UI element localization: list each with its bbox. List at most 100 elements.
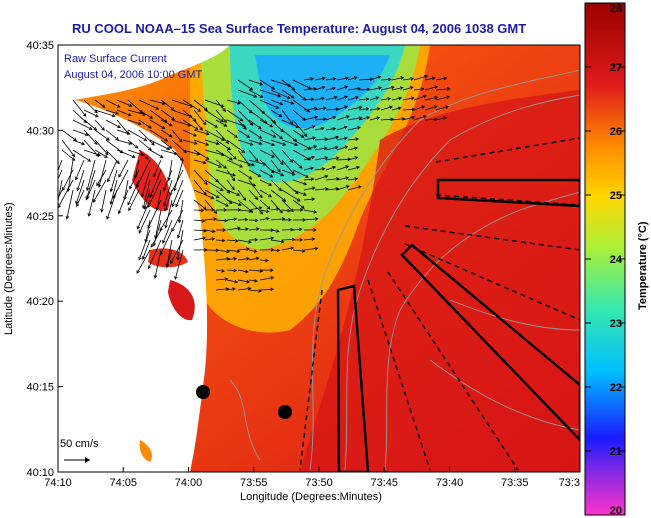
current-vector-head <box>321 96 325 101</box>
current-vector-head <box>164 207 168 212</box>
current-vector-head <box>84 132 89 137</box>
current-vector-head <box>387 97 392 101</box>
current-vector <box>259 199 271 210</box>
current-vector-head <box>313 87 318 91</box>
colorbar-ticks: 28 27 26 25 24 23 22 21 20 <box>585 2 625 517</box>
transect-lines <box>299 137 580 471</box>
current-vector-head <box>272 134 277 138</box>
current-vector-head <box>321 76 326 81</box>
current-vector-head <box>445 105 450 109</box>
current-vector <box>170 239 184 264</box>
current-vector <box>215 239 225 242</box>
current-vector <box>171 119 191 126</box>
current-vector <box>435 88 450 91</box>
current-vector-head <box>249 86 254 91</box>
current-vector <box>105 99 121 108</box>
current-vector-head <box>71 157 76 161</box>
current-vector <box>215 219 228 222</box>
current-vector-head <box>282 142 287 146</box>
current-vector <box>138 129 155 146</box>
current-vector-head <box>92 199 97 203</box>
current-vector <box>193 169 208 185</box>
current-vector-head <box>106 137 110 141</box>
current-vector-head <box>234 134 238 138</box>
current-vector-head <box>259 82 264 86</box>
current-vector <box>110 179 118 205</box>
colorbar-tick-label: 26 <box>610 126 622 138</box>
current-vector <box>92 179 107 203</box>
y-tick-label: 40:25 <box>26 211 54 223</box>
current-vector-head <box>242 197 247 201</box>
current-vector <box>193 179 207 196</box>
current-vector-head <box>366 87 371 92</box>
current-vector <box>270 239 284 243</box>
current-vector <box>215 269 225 272</box>
current-vector <box>380 106 393 111</box>
current-vector-head <box>231 186 235 191</box>
current-vector-head <box>259 94 264 98</box>
current-vector-head <box>332 77 337 81</box>
current-vector <box>193 109 207 125</box>
current-vector <box>226 99 241 104</box>
current-vector <box>358 116 370 121</box>
current-vector <box>116 149 135 158</box>
x-axis-ticks: 74:10 74:05 74:00 73:55 73:50 73:45 73:40 73:35… <box>44 467 581 489</box>
current-vector-head <box>287 208 291 213</box>
current-vector-head <box>153 274 158 279</box>
current-vector <box>380 118 394 121</box>
current-vector <box>237 119 247 130</box>
current-vector <box>226 189 240 196</box>
current-vector-head <box>265 209 270 214</box>
current-vector-head <box>173 187 177 192</box>
current-vector-head <box>271 154 275 158</box>
current-vector-head <box>87 212 92 217</box>
current-vector-head <box>236 249 241 254</box>
current-vector-head <box>82 113 87 117</box>
current-vector <box>226 169 236 181</box>
current-vector <box>292 129 304 138</box>
current-vector-head <box>203 228 208 233</box>
current-vector <box>163 179 173 207</box>
x-tick-label: 73:50 <box>305 477 333 489</box>
current-vector <box>171 149 184 161</box>
current-vector-head <box>358 185 362 189</box>
current-vector <box>215 99 226 112</box>
current-vector <box>292 228 302 231</box>
current-vector <box>424 96 438 101</box>
current-vector-head <box>97 152 101 157</box>
current-vector <box>204 159 222 168</box>
current-vector-head <box>115 137 119 141</box>
current-vector <box>150 229 162 248</box>
current-vector-head <box>215 141 220 146</box>
current-vector <box>435 116 447 121</box>
current-vector <box>248 257 259 261</box>
current-vector-head <box>223 208 228 212</box>
current-vector-head <box>53 187 56 190</box>
current-vector-head <box>177 219 182 224</box>
x-tick-label: 74:00 <box>175 477 203 489</box>
current-vector <box>270 139 286 146</box>
current-vector <box>215 129 229 144</box>
current-vector <box>314 107 327 111</box>
current-vector-head <box>324 174 329 179</box>
current-vector <box>83 99 98 114</box>
current-vector-head <box>421 105 426 109</box>
current-vector <box>336 146 348 151</box>
colorbar-tick-label: 28 <box>610 3 622 15</box>
current-vector <box>66 189 74 219</box>
current-vector-head <box>231 177 236 182</box>
current-vector-head <box>310 166 315 170</box>
current-vector-head <box>227 146 232 151</box>
current-vector-head <box>141 256 146 261</box>
current-vector <box>303 167 314 171</box>
current-vector <box>145 219 151 243</box>
current-vector <box>173 159 184 191</box>
current-vector <box>270 179 282 191</box>
current-vector-head <box>314 246 319 251</box>
current-vector-head <box>222 108 226 112</box>
current-vector <box>138 209 151 234</box>
current-vector <box>248 199 263 215</box>
current-vector-head <box>275 229 280 233</box>
current-vector <box>325 78 336 81</box>
current-vector-head <box>253 249 258 253</box>
